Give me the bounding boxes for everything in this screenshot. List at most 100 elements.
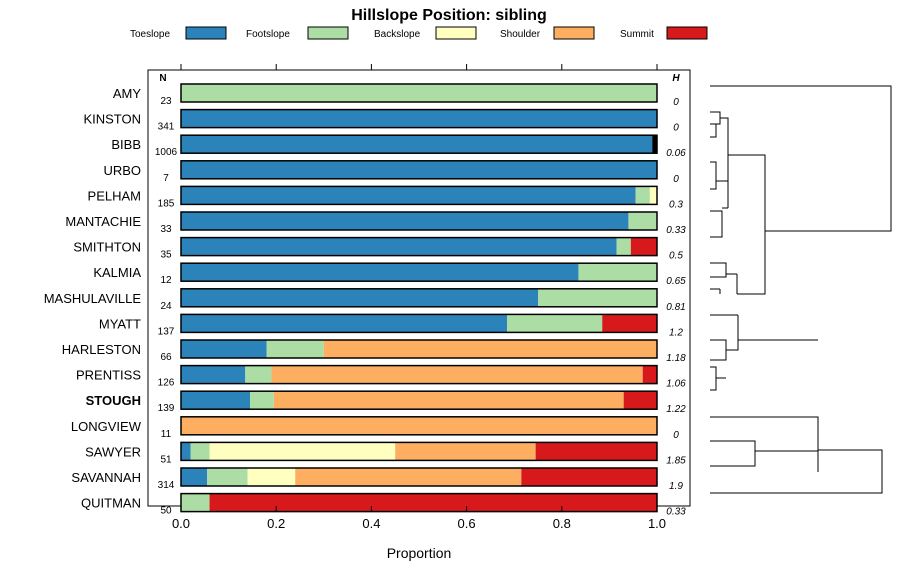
bar-segment-toeslope xyxy=(181,314,508,333)
bar-segment-footslope xyxy=(181,84,657,102)
x-tick-label: 0.2 xyxy=(267,516,285,531)
row-label: SAVANNAH xyxy=(71,470,141,485)
bar-segment-footslope xyxy=(635,186,650,205)
bar-segment-shoulder xyxy=(273,391,624,410)
x-tick-label: 1.0 xyxy=(648,516,666,531)
bar-outline xyxy=(180,467,658,487)
x-tick-label: 0.6 xyxy=(458,516,476,531)
bar-segment-toeslope xyxy=(181,365,246,384)
x-tick-label: 0.8 xyxy=(553,516,571,531)
bar-segment-summit xyxy=(623,391,657,410)
bar-outline xyxy=(180,441,658,462)
row-label: MYATT xyxy=(99,316,141,331)
row-label: LONGVIEW xyxy=(71,419,142,434)
row-label: SAWYER xyxy=(85,444,141,459)
bar-segment-footslope xyxy=(616,237,631,256)
h-value: 0 xyxy=(673,174,679,185)
bar-segment-footslope xyxy=(207,468,248,486)
bar-outline xyxy=(180,339,658,359)
n-value: 50 xyxy=(160,506,172,517)
n-value: 51 xyxy=(160,454,172,465)
bar-outline xyxy=(180,262,658,282)
h-value: 0 xyxy=(673,123,679,134)
bar-segment-toeslope xyxy=(181,135,653,154)
row-label: SMITHTON xyxy=(73,240,141,255)
bar-segment-summit xyxy=(209,493,657,512)
h-values: 0 0 0.06 0 0.3 0.33 0.5 0.65 0.81 1.2 1.18 1.06 1.22… xyxy=(666,97,686,518)
n-value: 33 xyxy=(160,224,172,235)
n-value: 126 xyxy=(158,378,175,389)
dendrogram-link xyxy=(710,85,892,494)
bar-segment-backslope xyxy=(247,468,296,486)
bar-segment-toeslope xyxy=(181,340,267,358)
bar-outline xyxy=(180,160,658,180)
x-axis: 0.0 0.2 0.4 0.6 0.8 1.0 xyxy=(172,64,666,531)
bar-segment-toeslope xyxy=(181,391,251,410)
bar-segment-summit xyxy=(521,468,657,486)
bar-segment-toeslope xyxy=(181,109,657,128)
h-value: 0.65 xyxy=(666,276,686,287)
legend-swatch-toeslope xyxy=(185,26,227,40)
n-header: N xyxy=(159,73,166,84)
legend: Toeslope Footslope Backslope Shoulder Summit xyxy=(130,26,708,40)
bar-outline xyxy=(180,288,658,308)
bar-outline xyxy=(180,236,658,257)
bar-segment-shoulder xyxy=(181,416,657,435)
h-value: 1.18 xyxy=(666,353,686,364)
bar-segment-toeslope xyxy=(181,442,191,461)
row-label: QUITMAN xyxy=(81,496,141,511)
n-value: 24 xyxy=(160,301,172,312)
bar-segment-footslope xyxy=(181,493,210,512)
n-value: 341 xyxy=(158,122,175,133)
bars xyxy=(180,83,658,513)
row-labels: AMY KINSTON BIBB URBO PELHAM MANTACHIE SMITHTO… xyxy=(44,86,142,511)
n-value: 66 xyxy=(160,352,172,363)
legend-swatch-summit xyxy=(666,26,708,40)
n-value: 11 xyxy=(161,429,172,440)
bar-outline xyxy=(180,108,658,129)
bar-segment-footslope xyxy=(250,391,274,410)
h-value: 0.81 xyxy=(666,302,685,313)
h-value: 0.06 xyxy=(666,148,686,159)
legend-label-shoulder: Shoulder xyxy=(500,29,541,40)
bar-segment-footslope xyxy=(190,442,210,461)
bar-segment-backslope xyxy=(209,442,396,461)
legend-swatch-footslope xyxy=(307,26,349,40)
bar-outline xyxy=(180,134,658,154)
row-label: PRENTISS xyxy=(76,368,141,383)
legend-label-footslope: Footslope xyxy=(246,29,290,40)
n-value: 12 xyxy=(160,275,172,286)
bar-outline xyxy=(180,390,658,410)
bar-segment-shoulder xyxy=(271,365,643,384)
n-value: 1006 xyxy=(155,147,178,158)
bar-segment-footslope xyxy=(507,314,603,333)
bar-segment-summit xyxy=(630,237,657,256)
bar-segment-other xyxy=(652,135,657,154)
bar-segment-toeslope xyxy=(181,212,629,230)
n-value: 35 xyxy=(160,250,172,261)
bar-segment-footslope xyxy=(628,212,657,230)
row-label: HARLESTON xyxy=(62,342,141,357)
n-value: 23 xyxy=(160,96,172,107)
row-label: BIBB xyxy=(111,137,141,152)
bar-segment-toeslope xyxy=(181,263,579,282)
bar-segment-footslope xyxy=(578,263,657,282)
h-value: 1.2 xyxy=(669,327,683,338)
bar-segment-toeslope xyxy=(181,468,208,486)
row-label: MASHULAVILLE xyxy=(44,291,142,306)
n-value: 137 xyxy=(158,326,175,337)
legend-swatch-shoulder xyxy=(553,26,595,40)
n-value: 139 xyxy=(158,403,175,414)
bar-outline xyxy=(180,211,658,231)
h-value: 1.22 xyxy=(666,404,686,415)
row-label: KINSTON xyxy=(83,112,141,127)
n-values: 23 341 1006 7 185 33 35 12 24 137 66 126 139 11 51 314 5… xyxy=(155,96,178,517)
bar-segment-footslope xyxy=(245,365,272,384)
h-value: 1.85 xyxy=(666,455,686,466)
h-header: H xyxy=(672,73,680,84)
bar-outline xyxy=(180,416,658,436)
n-value: 185 xyxy=(158,198,175,209)
legend-label-summit: Summit xyxy=(620,29,654,40)
h-value: 1.9 xyxy=(669,481,683,492)
